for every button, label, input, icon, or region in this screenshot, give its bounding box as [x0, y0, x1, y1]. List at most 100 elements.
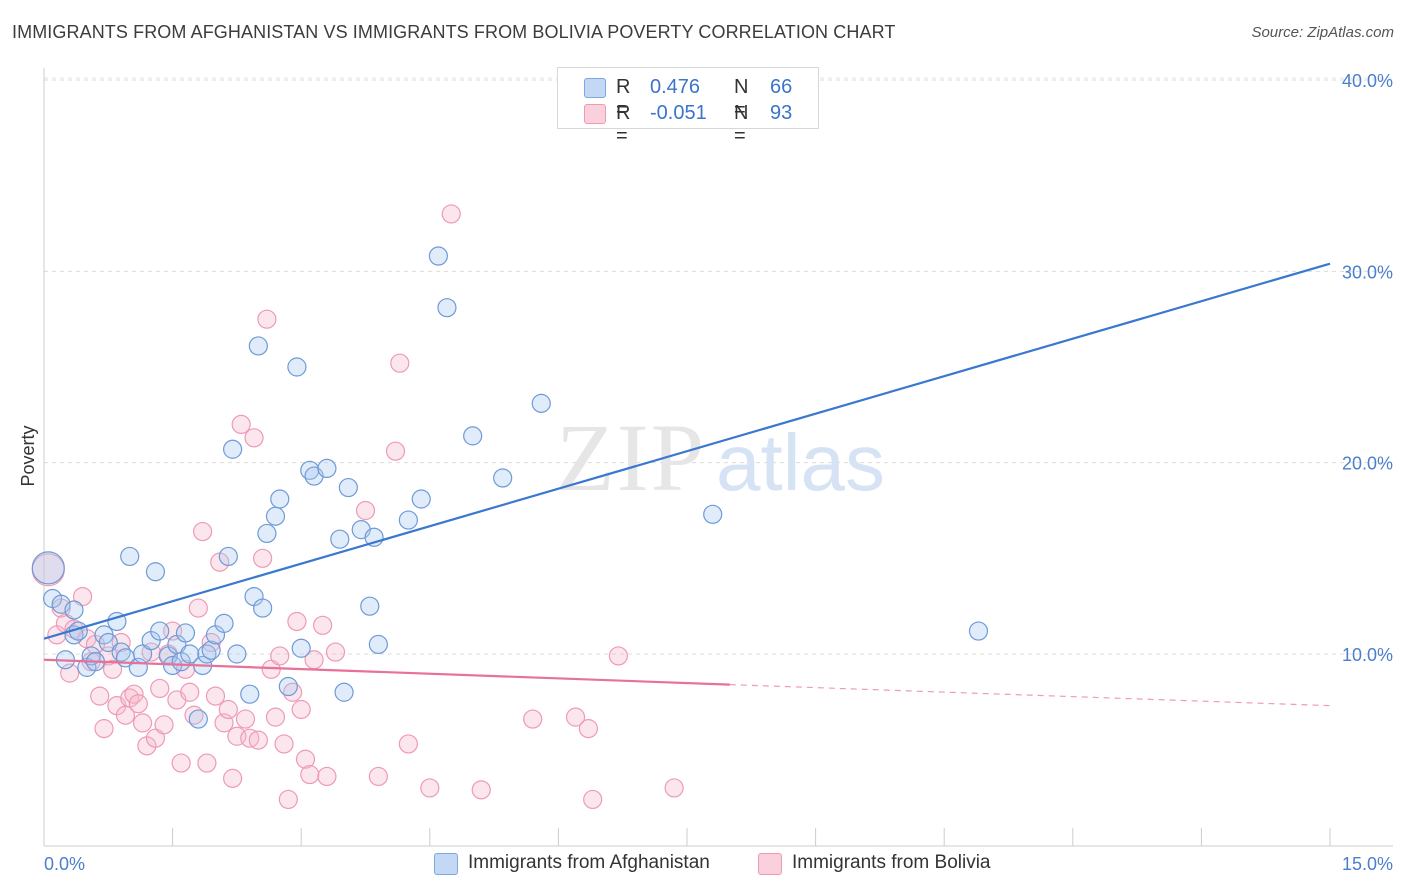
bolivia-point: [355, 500, 376, 521]
afghanistan-point: [703, 504, 723, 524]
afghanistan-point: [368, 634, 388, 655]
afghanistan-point: [493, 468, 513, 488]
bolivia-point: [265, 707, 286, 727]
afghanistan-point: [240, 684, 260, 704]
legend-r-label: R =: [616, 102, 631, 147]
bolivia-point: [180, 682, 200, 702]
afghanistan-point: [278, 676, 298, 697]
watermark-zip: ZIP: [556, 404, 706, 511]
afghanistan-point: [270, 489, 290, 509]
bolivia-point: [124, 684, 144, 704]
bolivia-point: [128, 694, 148, 714]
afghanistan-point: [248, 336, 268, 356]
afghanistan-point: [317, 458, 337, 479]
bolivia-point: [295, 749, 316, 769]
grid-lines: [44, 77, 1393, 655]
afghanistan-point: [291, 638, 311, 658]
afghanistan-point: [257, 523, 277, 544]
legend-n-label: N =: [734, 102, 749, 147]
bolivia-point: [188, 598, 208, 618]
series-legend: Immigrants from Afghanistan Immigrants f…: [0, 852, 1406, 878]
y-tick-label: 30.0%: [1342, 262, 1393, 282]
bolivia-point: [205, 686, 226, 706]
bolivia-point: [287, 611, 307, 632]
bolivia-point: [291, 699, 311, 720]
bolivia-point: [664, 778, 684, 798]
afghanistan-point: [360, 596, 380, 616]
bolivia-point: [385, 441, 406, 461]
bolivia-point: [274, 734, 294, 754]
afghanistan-point: [334, 682, 354, 702]
y-tick-label: 10.0%: [1342, 645, 1393, 665]
bolivia-point: [523, 709, 543, 729]
afghanistan-point: [214, 613, 234, 633]
bolivia-point: [193, 521, 213, 542]
legend-r-value: 0.476: [650, 76, 701, 98]
bolivia-point: [197, 753, 217, 773]
bolivia-point: [218, 699, 238, 720]
bolivia-point: [150, 678, 170, 699]
legend-swatch-bolivia: [584, 104, 606, 124]
bolivia-point: [154, 715, 174, 735]
bolivia-point: [235, 709, 256, 729]
legend-n-value: 66: [770, 76, 793, 98]
afghanistan-point: [330, 529, 350, 549]
legend-label-afghanistan: Immigrants from Afghanistan: [468, 852, 710, 873]
bolivia-point: [257, 309, 277, 329]
afghanistan-point: [968, 621, 989, 641]
bolivia-point: [145, 728, 166, 748]
bolivia-point: [565, 707, 586, 727]
x-tick-label-min: 0.0%: [44, 854, 85, 874]
bolivia-point: [94, 719, 114, 739]
afghanistan-trend-line: [43, 262, 1331, 640]
legend-n-label: N =: [734, 76, 749, 121]
afghanistan-point: [338, 477, 358, 498]
y-axis-label: Poverty: [18, 425, 38, 486]
bolivia-point: [300, 764, 320, 785]
legend-r-value: -0.051: [650, 102, 707, 124]
afghanistan-point: [31, 551, 65, 585]
watermark-atlas: atlas: [716, 418, 885, 507]
afghanistan-point: [265, 506, 286, 526]
legend-swatch-afghanistan: [584, 78, 606, 98]
bolivia-point: [253, 548, 273, 568]
bolivia-point: [368, 766, 388, 787]
bolivia-point: [102, 659, 123, 679]
bolivia-point: [132, 713, 153, 733]
bolivia-point: [248, 730, 268, 750]
afghanistan-point: [411, 489, 431, 509]
afghanistan-point: [98, 632, 118, 653]
axes: [43, 68, 1393, 847]
watermark: ZIP atlas: [556, 404, 885, 511]
legend-swatch-bolivia: [758, 853, 782, 875]
bolivia-point: [278, 789, 298, 810]
y-tick-labels: 10.0% 20.0% 30.0% 40.0%: [1342, 71, 1393, 665]
afghanistan-point: [150, 621, 170, 641]
correlation-legend: R = 0.476 N = 66 R = -0.051 N = 93: [557, 67, 819, 147]
bolivia-trend-extension: [729, 684, 1331, 707]
afghanistan-point: [398, 510, 418, 530]
bolivia-point: [420, 778, 440, 798]
afghanistan-point: [287, 357, 307, 377]
bolivia-point: [578, 719, 599, 739]
bolivia-point: [171, 753, 191, 773]
y-tick-label: 40.0%: [1342, 71, 1393, 91]
afghanistan-point: [64, 600, 84, 620]
bolivia-point: [471, 780, 491, 800]
source-credit: Source: ZipAtlas.com: [1251, 24, 1394, 41]
x-tick-label-max: 15.0%: [1342, 854, 1393, 874]
y-tick-label: 20.0%: [1342, 454, 1393, 474]
legend-label-bolivia: Immigrants from Bolivia: [792, 852, 991, 873]
bolivia-point: [244, 428, 264, 448]
afghanistan-point: [175, 623, 196, 643]
legend-r-label: R =: [616, 76, 631, 121]
bolivia-point: [317, 766, 337, 787]
afghanistan-point: [180, 644, 200, 664]
afghanistan-point: [145, 562, 166, 582]
bolivia-point: [390, 353, 410, 373]
legend-n-value: 93: [770, 102, 793, 124]
x-tick-labels: 0.0% 15.0%: [44, 854, 1393, 874]
afghanistan-point: [253, 598, 273, 618]
legend-swatch-afghanistan: [434, 853, 458, 875]
